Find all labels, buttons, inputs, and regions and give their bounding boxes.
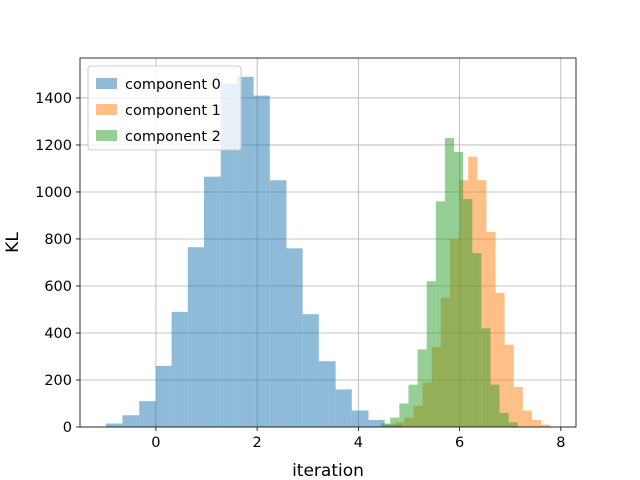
plot-area-frame [79, 57, 577, 428]
y-axis-label: KL [3, 232, 23, 253]
histogram-bar-series-0 [139, 401, 156, 427]
histogram-bar-series-0 [122, 415, 140, 427]
histogram-bar-series-1 [486, 231, 496, 427]
histogram-bar-series-0 [335, 389, 352, 427]
histogram-bar-series-1 [513, 387, 523, 427]
histogram-bar-series-0 [302, 314, 319, 427]
histogram-bar-series-2 [399, 403, 409, 427]
axis-ticks: 0 2 4 6 8 0 200 400 600 800 1000 1200 1400 [35, 91, 565, 451]
histogram-bar-series-0 [286, 248, 303, 427]
legend-swatch [96, 104, 117, 115]
legend-swatch [96, 78, 117, 89]
histogram-bar-series-2 [499, 412, 509, 427]
histogram-bar-series-2 [417, 349, 427, 427]
y-tick-label: 800 [44, 232, 72, 248]
y-tick-label: 400 [44, 326, 72, 342]
legend-box [87, 65, 242, 151]
histogram-bar-series-2 [472, 253, 482, 427]
legend-label: component 2 [125, 129, 221, 145]
histogram-bar-series-1 [504, 344, 514, 427]
histogram-bar-series-2 [381, 423, 391, 427]
legend-label: component 0 [125, 77, 221, 93]
histogram-bar-series-1 [531, 419, 542, 427]
histogram-bar-series-2 [408, 384, 418, 427]
x-axis-label: iteration [292, 461, 364, 480]
y-tick-label: 200 [44, 373, 72, 389]
histogram-bar-series-0 [368, 419, 385, 427]
histogram-bar-series-1 [541, 424, 551, 427]
y-tick-label: 1200 [35, 138, 72, 154]
histogram-bar-series-0 [187, 247, 204, 427]
histogram-bar-series-0 [204, 176, 221, 427]
histogram-bar-series-2 [508, 422, 518, 427]
x-tick-label: 2 [253, 435, 262, 451]
y-tick-label: 0 [63, 420, 72, 436]
x-tick-label: 6 [455, 435, 464, 451]
histogram-bar-series-2 [426, 281, 436, 427]
legend-swatch [96, 130, 117, 141]
histogram-bar-series-0 [318, 361, 336, 427]
histogram-bar-series-1 [477, 180, 487, 427]
x-tick-label: 0 [151, 435, 160, 451]
histogram-bar-series-0 [253, 95, 270, 427]
histogram-bars [105, 76, 551, 427]
histogram-bar-series-0 [155, 365, 172, 427]
histogram-bar-series-2 [454, 152, 464, 427]
y-tick-label: 1400 [35, 91, 72, 107]
legend: component 0 component 1 component 2 [87, 65, 242, 151]
legend-label: component 1 [125, 103, 221, 119]
y-tick-label: 1000 [35, 185, 72, 201]
histogram-bar-series-0 [220, 83, 237, 427]
histogram-bar-series-0 [269, 180, 287, 427]
histogram-bar-series-2 [390, 417, 400, 427]
histogram-bar-series-2 [490, 384, 500, 427]
histogram-bar-series-1 [522, 410, 532, 427]
histogram-bar-series-2 [444, 137, 455, 427]
histogram-bar-series-2 [463, 199, 473, 427]
histogram-bar-series-0 [105, 423, 123, 427]
y-tick-label: 600 [44, 279, 72, 295]
histogram-bar-series-2 [435, 201, 445, 427]
x-tick-label: 8 [556, 435, 565, 451]
histogram-bar-series-1 [495, 293, 505, 427]
x-tick-label: 4 [354, 435, 363, 451]
histogram-bar-series-0 [171, 311, 188, 427]
histogram-bar-series-0 [351, 410, 369, 427]
histogram-bar-series-2 [481, 328, 491, 427]
histogram-bar-series-0 [236, 76, 254, 427]
